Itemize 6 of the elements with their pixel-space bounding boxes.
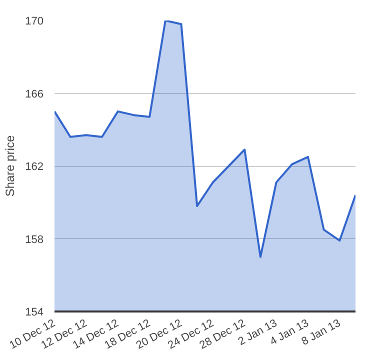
y-tick-label: 154: [25, 306, 44, 318]
y-tick-label: 166: [25, 88, 44, 100]
y-tick-label: 170: [25, 16, 44, 28]
y-axis-title: Share price: [3, 134, 18, 197]
y-tick-label: 158: [25, 234, 44, 246]
y-tick-label: 162: [25, 161, 44, 173]
